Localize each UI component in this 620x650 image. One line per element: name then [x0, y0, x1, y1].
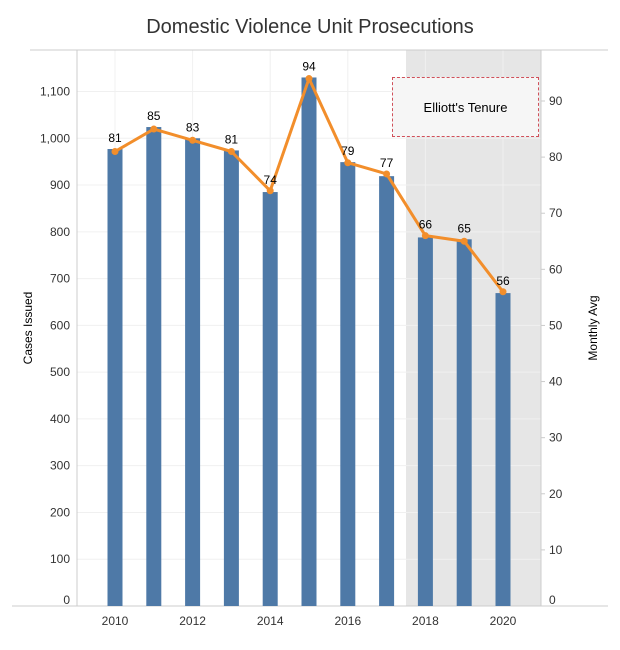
x-axis-ticks: 2010 2012 2014 2016 2018 2020 [102, 614, 517, 628]
bar-2014 [262, 192, 278, 606]
y-axis-ticks: 0 100 200 300 400 500 600 700 800 900 1,000 1,100 [40, 85, 70, 608]
y2-tick-label: 70 [549, 206, 563, 220]
y2-tick-label: 10 [549, 543, 563, 557]
y2-tick-label: 60 [549, 262, 563, 276]
bar-2010 [107, 149, 123, 606]
bar-2018 [417, 237, 433, 606]
bar-2016 [340, 162, 356, 606]
y2-tick-label: 50 [549, 318, 563, 332]
point-2016 [344, 159, 352, 167]
data-label: 79 [341, 144, 355, 158]
bar-2011 [146, 127, 162, 606]
data-label: 66 [419, 218, 433, 232]
bar-2020 [495, 293, 511, 606]
data-label: 81 [225, 132, 239, 146]
y2-axis-title: Monthly Avg [586, 295, 600, 360]
annotation-text: Elliott's Tenure [423, 99, 508, 115]
y-tick-label: 500 [50, 365, 70, 379]
y-tick-label: 700 [50, 272, 70, 286]
bar-2017 [379, 176, 395, 606]
point-2017 [383, 170, 391, 178]
y-tick-label: 400 [50, 412, 70, 426]
y-tick-label: 900 [50, 178, 70, 192]
point-2015 [305, 75, 313, 83]
y2-axis-ticks: 0 10 20 30 40 50 60 70 80 90 [541, 94, 563, 607]
data-labels: 81 85 83 81 74 94 79 77 66 65 56 [108, 59, 510, 287]
y2-tick-label: 80 [549, 150, 563, 164]
data-label: 56 [496, 274, 510, 288]
point-2018 [421, 232, 429, 240]
y-tick-label: 0 [63, 593, 70, 607]
tenure-annotation: Elliott's Tenure [392, 77, 539, 137]
y2-tick-label: 0 [549, 593, 556, 607]
y-axis-title: Cases Issued [21, 292, 35, 365]
point-2020 [499, 288, 507, 296]
point-2013 [227, 148, 235, 155]
x-tick-label: 2014 [257, 614, 284, 628]
x-tick-label: 2020 [490, 614, 517, 628]
y2-tick-label: 40 [549, 375, 563, 389]
y-tick-label: 100 [50, 552, 70, 566]
point-2011 [150, 125, 158, 133]
y-tick-label: 600 [50, 318, 70, 332]
x-tick-label: 2012 [179, 614, 206, 628]
y-tick-label: 800 [50, 225, 70, 239]
point-2010 [111, 148, 119, 155]
x-tick-label: 2018 [412, 614, 439, 628]
bar-2019 [456, 239, 472, 606]
bar-2012 [185, 138, 201, 607]
data-label: 81 [108, 131, 122, 145]
data-label: 65 [458, 221, 472, 235]
x-tick-label: 2010 [102, 614, 129, 628]
x-tick-label: 2016 [334, 614, 361, 628]
data-label: 85 [147, 109, 161, 123]
bar-2015 [301, 77, 317, 606]
line-series [111, 75, 507, 296]
y-tick-label: 200 [50, 505, 70, 519]
data-label: 74 [264, 173, 278, 187]
point-2019 [460, 237, 468, 245]
data-label: 77 [380, 156, 394, 170]
chart-title: Domestic Violence Unit Prosecutions [146, 16, 474, 38]
y2-tick-label: 90 [549, 94, 563, 108]
bar-2013 [223, 150, 239, 606]
y2-tick-label: 20 [549, 487, 563, 501]
y-tick-label: 1,100 [40, 85, 70, 99]
data-label: 94 [302, 59, 316, 73]
point-2012 [189, 136, 197, 144]
y-tick-label: 300 [50, 459, 70, 473]
bar-series [107, 77, 511, 607]
y-tick-label: 1,000 [40, 131, 70, 145]
y2-tick-label: 30 [549, 431, 563, 445]
point-2014 [266, 187, 274, 195]
data-label: 83 [186, 120, 200, 134]
